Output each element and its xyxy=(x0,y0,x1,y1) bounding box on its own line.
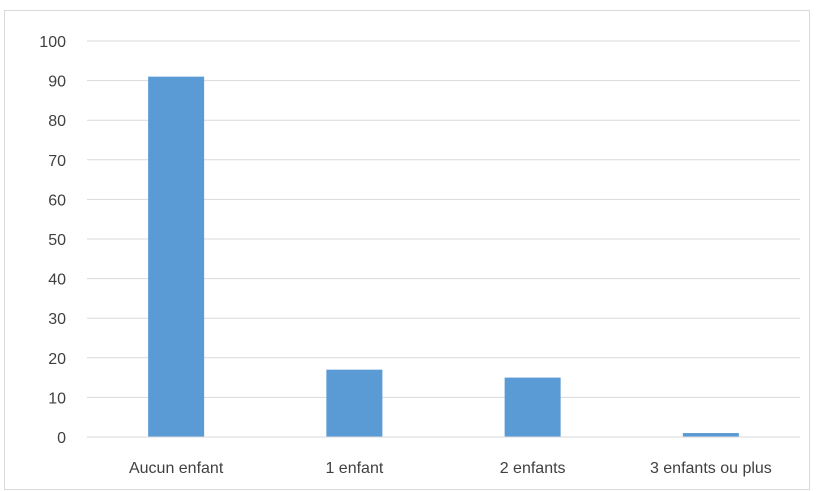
y-tick-label: 40 xyxy=(48,272,66,289)
x-tick-label: 3 enfants ou plus xyxy=(650,460,772,477)
bar xyxy=(682,433,739,437)
x-tick-label: 1 enfant xyxy=(325,460,383,477)
y-tick-label: 50 xyxy=(48,232,66,249)
bar xyxy=(504,377,561,437)
y-tick-label: 10 xyxy=(48,390,66,407)
bar xyxy=(326,369,383,437)
y-tick-label: 90 xyxy=(48,74,66,91)
x-tick-label: Aucun enfant xyxy=(129,460,224,477)
y-tick-label: 30 xyxy=(48,311,66,328)
y-tick-label: 70 xyxy=(48,153,66,170)
x-tick-label: 2 enfants xyxy=(500,460,566,477)
y-tick-label: 0 xyxy=(57,430,66,447)
y-tick-label: 100 xyxy=(39,34,66,51)
y-tick-label: 80 xyxy=(48,113,66,130)
y-tick-label: 60 xyxy=(48,192,66,209)
y-tick-label: 20 xyxy=(48,351,66,368)
x-axis-ticks: Aucun enfant 1 enfant 2 enfants 3 enfants o… xyxy=(129,460,772,477)
bars xyxy=(148,76,739,437)
y-axis-ticks: 0 10 20 30 40 50 60 70 80 90 100 xyxy=(39,34,66,447)
chart-frame xyxy=(4,10,810,490)
bar xyxy=(148,76,205,437)
gridlines xyxy=(87,40,800,398)
